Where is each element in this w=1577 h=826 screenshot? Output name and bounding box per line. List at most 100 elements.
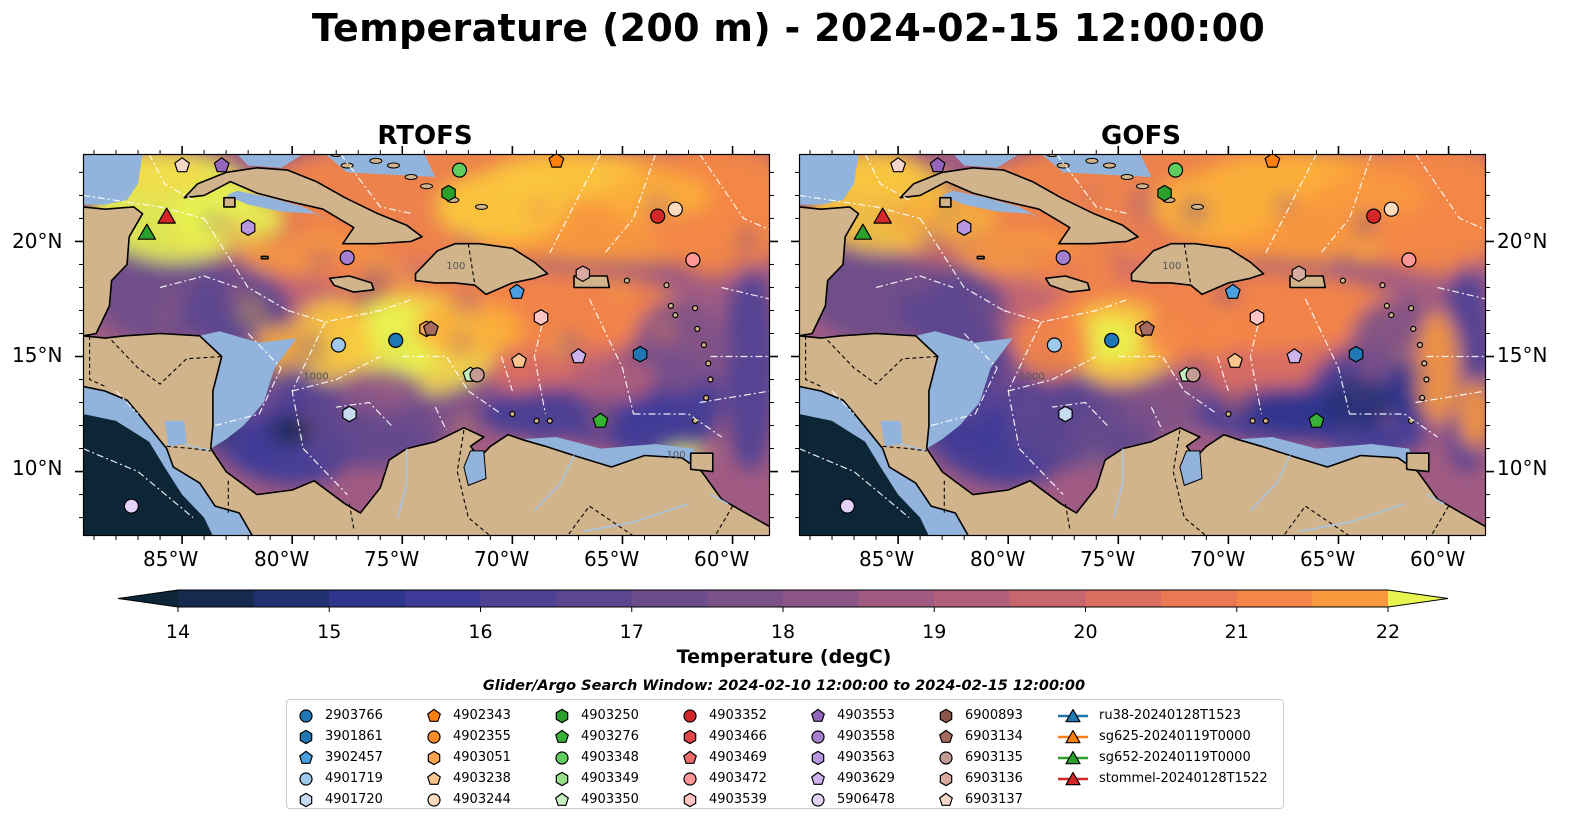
eez-boundary <box>1183 390 1218 415</box>
float-4903276 <box>1308 412 1325 428</box>
hexagon-icon <box>939 708 953 723</box>
colorbar-extend-max <box>1388 590 1448 607</box>
eddy-patch <box>259 322 272 335</box>
shelf-florida-strait <box>953 154 1020 168</box>
pentagon-icon <box>811 708 825 722</box>
colorbar-tick-label: 14 <box>166 621 190 643</box>
island <box>509 410 516 418</box>
eez-boundary <box>919 218 1005 312</box>
float-6903135 <box>469 367 485 383</box>
float-4903472 <box>1401 252 1417 268</box>
island <box>1085 157 1099 164</box>
eddy-patch <box>541 373 555 387</box>
eez-boundary <box>831 390 855 415</box>
circle-marker-icon <box>299 708 313 723</box>
eez-boundary <box>699 390 770 404</box>
glider-track-swatch <box>1058 708 1088 722</box>
colorbar-bin <box>1085 590 1162 607</box>
float-4903553 <box>929 157 946 173</box>
colorbar-label: Temperature (degC) <box>676 646 892 668</box>
legend-item: 4903238 <box>425 768 511 789</box>
eddy-patch <box>1017 405 1027 416</box>
lon-label-60w-left: 60°W <box>694 547 750 571</box>
triangle-icon <box>1065 708 1081 722</box>
legend-item: 4902343 <box>425 705 511 726</box>
pentagon-marker-icon <box>939 729 953 743</box>
river <box>1113 448 1124 518</box>
eddy-patch <box>1333 253 1354 275</box>
hexagon-icon <box>299 792 313 807</box>
float-4903238 <box>1227 352 1243 368</box>
legend-item: 4903350 <box>553 789 639 810</box>
legend-item: 4903352 <box>681 705 767 726</box>
eez-boundary <box>287 298 414 323</box>
national-border <box>111 340 222 385</box>
circle-marker-icon <box>555 750 569 765</box>
legend-item: 4903244 <box>425 789 511 810</box>
float-6903136 <box>1291 265 1307 283</box>
eddy-patch <box>451 287 483 319</box>
river <box>582 503 689 533</box>
river <box>533 455 575 512</box>
eez-boundary <box>467 390 502 415</box>
pentagon-marker-icon <box>811 771 825 785</box>
island <box>546 417 553 424</box>
hexagon-icon <box>299 729 313 744</box>
island <box>1407 305 1415 312</box>
eez-boundary <box>1052 401 1108 426</box>
float-4903563 <box>956 219 972 236</box>
float-4903553 <box>213 157 230 173</box>
temperature-patch <box>1140 305 1251 362</box>
national-border <box>1172 430 1207 536</box>
legend-item: 5906478 <box>809 789 895 810</box>
legend-item: 4903276 <box>553 726 639 747</box>
eez-boundary <box>1415 154 1486 231</box>
float-4903244 <box>1383 201 1399 217</box>
legend-label: 4903469 <box>709 750 767 765</box>
eddy-patch <box>1400 294 1431 324</box>
float-6903134 <box>1139 320 1155 336</box>
legend-label: 4903553 <box>837 708 895 723</box>
legend-item: sg652-20240119T0000 <box>1057 747 1268 768</box>
lon-label-60w-right: 60°W <box>1410 547 1466 571</box>
search-window-text: Glider/Argo Search Window: 2024-02-10 12… <box>482 678 1086 694</box>
float-3902457 <box>508 283 525 299</box>
circle-marker-icon <box>427 792 441 807</box>
legend-label: 2903766 <box>325 708 383 723</box>
eez-boundary <box>1415 390 1486 404</box>
triangle-icon <box>1065 771 1081 785</box>
contour-label: 100 <box>1162 261 1181 272</box>
circle-icon <box>683 771 697 786</box>
lon-label-65w-left: 65°W <box>584 547 640 571</box>
hexagon-marker-icon <box>939 708 953 723</box>
land-central <box>83 332 770 536</box>
temperature-patch <box>1316 172 1427 219</box>
triangle-icon <box>1065 729 1081 743</box>
island <box>702 394 710 401</box>
circle-icon <box>555 750 569 765</box>
eddy-patch <box>353 375 375 397</box>
hexagon-marker-icon <box>555 771 569 786</box>
lake-maracaibo <box>1179 450 1203 487</box>
legend-column: 2903766 3901861 3902457 4901719 4901720 <box>297 705 383 810</box>
pentagon-marker-icon <box>939 792 953 806</box>
pentagon-marker-icon <box>427 708 441 722</box>
river <box>1426 493 1445 505</box>
pentagon-icon <box>683 750 697 764</box>
legend-label: 4903629 <box>837 771 895 786</box>
land-caymans <box>976 255 985 260</box>
colorbar-bin <box>707 590 784 607</box>
eddy-patch <box>159 314 170 325</box>
float-4901720 <box>342 405 357 423</box>
contour-label: 100 <box>446 261 465 272</box>
circle-icon <box>939 750 953 765</box>
island <box>420 183 433 190</box>
eez-boundary <box>1008 355 1097 392</box>
national-border <box>714 505 734 536</box>
panel-title-rtofs: RTOFS <box>377 121 473 151</box>
eddy-patch <box>1395 349 1409 363</box>
island <box>369 157 383 164</box>
shelf-bahamas <box>325 154 436 177</box>
land-trinidad <box>1405 452 1430 473</box>
eddy-patch <box>729 346 740 357</box>
